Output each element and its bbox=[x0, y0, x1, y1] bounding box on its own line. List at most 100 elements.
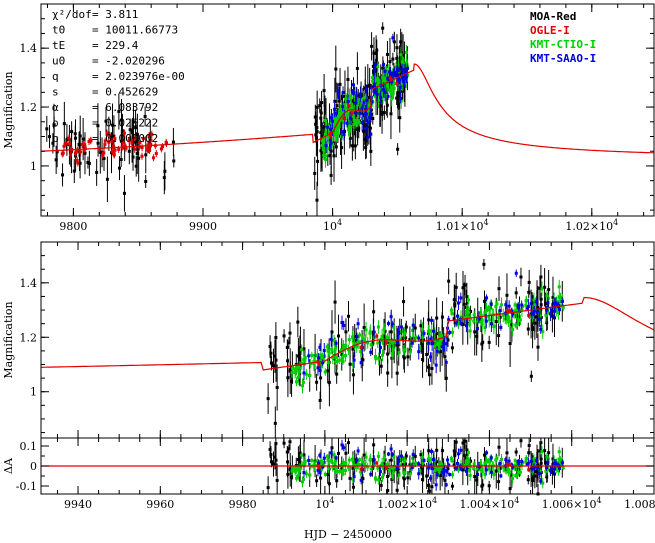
kmtc-point bbox=[486, 306, 490, 310]
kmts-point bbox=[459, 321, 463, 325]
kmtc-point bbox=[376, 78, 380, 82]
kmtc-point bbox=[326, 361, 330, 365]
moa-point bbox=[347, 441, 351, 445]
moa-point bbox=[329, 173, 333, 177]
kmts-point bbox=[307, 459, 311, 463]
moa-point bbox=[351, 485, 355, 489]
moa-point bbox=[286, 359, 290, 363]
kmts-point bbox=[459, 467, 463, 471]
kmtc-point bbox=[501, 465, 505, 469]
kmtc-point bbox=[356, 102, 360, 106]
kmts-point bbox=[456, 301, 460, 305]
ogle-point bbox=[140, 154, 144, 158]
kmts-point bbox=[378, 470, 382, 474]
moa-point bbox=[371, 116, 375, 120]
kmtc-point bbox=[300, 463, 304, 467]
kmtc-point bbox=[556, 310, 560, 314]
kmtc-point bbox=[341, 359, 345, 363]
ogle-point bbox=[113, 148, 117, 152]
kmtc-point bbox=[467, 322, 471, 326]
kmtc-point bbox=[541, 330, 545, 334]
ogle-point bbox=[506, 462, 510, 466]
ogle-point bbox=[107, 140, 111, 144]
kmtc-point bbox=[531, 309, 535, 313]
moa-point bbox=[494, 319, 498, 323]
ogle-point bbox=[67, 142, 71, 146]
moa-point bbox=[372, 443, 376, 447]
moa-point bbox=[78, 161, 82, 165]
moa-point bbox=[147, 142, 151, 146]
moa-point bbox=[274, 336, 278, 340]
ogle-point bbox=[150, 132, 154, 136]
kmtc-point bbox=[390, 351, 394, 355]
kmts-point bbox=[434, 363, 438, 367]
kmtc-point bbox=[358, 458, 362, 462]
moa-point bbox=[288, 369, 292, 373]
kmtc-point bbox=[466, 451, 470, 455]
kmts-point bbox=[386, 452, 390, 456]
kmts-point bbox=[539, 479, 543, 483]
kmts-point bbox=[499, 325, 503, 329]
moa-point bbox=[453, 302, 457, 306]
kmtc-point bbox=[541, 481, 545, 485]
kmtc-point bbox=[380, 461, 384, 465]
moa-point bbox=[379, 364, 383, 368]
param-name: t0 bbox=[52, 24, 65, 37]
zoom-panel: 1 1.2 1.4 Magnification bbox=[2, 241, 655, 439]
moa-point bbox=[514, 291, 518, 295]
kmts-point bbox=[317, 461, 321, 465]
moa-point bbox=[361, 477, 365, 481]
kmtc-point bbox=[388, 468, 392, 472]
moa-point bbox=[497, 445, 501, 449]
moa-point bbox=[527, 290, 531, 294]
kmtc-point bbox=[300, 361, 304, 365]
kmtc-point bbox=[354, 122, 358, 126]
kmts-point bbox=[321, 465, 325, 469]
kmtc-point bbox=[382, 86, 386, 90]
moa-point bbox=[421, 478, 425, 482]
moa-point bbox=[447, 279, 451, 283]
moa-point bbox=[533, 469, 537, 473]
moa-point bbox=[163, 169, 167, 173]
moa-point bbox=[286, 460, 290, 464]
kmts-point bbox=[369, 132, 373, 136]
x-tick-label: 9980 bbox=[229, 498, 257, 511]
kmts-point bbox=[504, 458, 508, 462]
moa-point bbox=[443, 478, 447, 482]
moa-point bbox=[545, 321, 549, 325]
x-tick-label: 1.004×104 bbox=[460, 496, 520, 511]
x-tick-label: 9960 bbox=[146, 498, 174, 511]
residual-y-axis-label: ΔA bbox=[2, 457, 15, 474]
kmts-point bbox=[444, 360, 448, 364]
kmtc-point bbox=[376, 466, 380, 470]
kmts-point bbox=[321, 361, 325, 365]
kmts-point bbox=[545, 466, 549, 470]
top-y-axis-label-text: Magnification bbox=[2, 71, 15, 148]
kmtc-point bbox=[421, 461, 425, 465]
moa-point bbox=[290, 379, 294, 383]
kmts-point bbox=[553, 309, 557, 313]
moa-point bbox=[508, 487, 512, 491]
kmts-point bbox=[504, 303, 508, 307]
kmts-point bbox=[507, 459, 511, 463]
moa-point bbox=[422, 338, 426, 342]
kmtc-point bbox=[402, 460, 406, 464]
moa-point bbox=[275, 386, 279, 390]
param-row: t0 = 10011.66773 bbox=[52, 24, 178, 37]
kmtc-point bbox=[507, 317, 511, 321]
kmtc-point bbox=[438, 466, 442, 470]
kmtc-point bbox=[484, 309, 488, 313]
moa-point bbox=[408, 463, 412, 467]
ogle-point bbox=[506, 309, 510, 313]
kmts-point bbox=[554, 461, 558, 465]
kmtc-point bbox=[380, 334, 384, 338]
kmtc-point bbox=[323, 472, 327, 476]
kmtc-point bbox=[411, 456, 415, 460]
kmts-point bbox=[411, 323, 415, 327]
kmts-point bbox=[445, 469, 449, 473]
ogle-point bbox=[117, 147, 121, 151]
moa-point bbox=[382, 111, 386, 115]
kmts-point bbox=[359, 361, 363, 365]
kmtc-point bbox=[557, 285, 561, 289]
kmtc-point bbox=[402, 333, 406, 337]
